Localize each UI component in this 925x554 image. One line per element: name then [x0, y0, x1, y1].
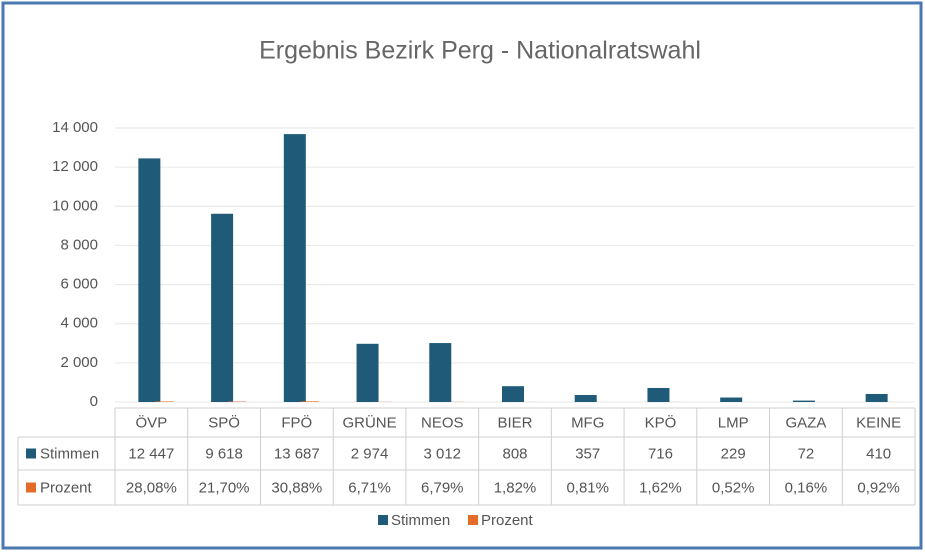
bar — [211, 213, 234, 402]
table-value: 410 — [866, 445, 891, 462]
x-tick-label: KEINE — [856, 414, 901, 431]
bar — [574, 395, 597, 402]
table-value: 716 — [648, 445, 673, 462]
table-key — [26, 448, 36, 459]
y-tick-label: 10 000 — [52, 197, 98, 214]
x-tick-label: GAZA — [785, 414, 826, 431]
table-value: 3 012 — [423, 445, 461, 462]
legend-key — [378, 515, 388, 525]
table-value: 229 — [721, 445, 746, 462]
y-tick-label: 0 — [90, 393, 98, 410]
table-value: 0,52% — [712, 479, 755, 496]
y-tick-label: 8 000 — [60, 236, 98, 253]
table-value: 1,82% — [494, 479, 537, 496]
x-tick-label: GRÜNE — [342, 413, 396, 431]
chart-title: Ergebnis Bezirk Perg - Nationalratswahl — [259, 37, 701, 65]
x-tick-label: MFG — [571, 414, 604, 431]
x-tick-label: SPÖ — [208, 413, 240, 431]
bar — [155, 401, 174, 402]
x-tick-label: LMP — [718, 414, 749, 431]
x-tick-label: ÖVP — [136, 413, 168, 431]
bar — [502, 386, 524, 402]
table-value: 0,81% — [566, 479, 609, 496]
bar — [283, 134, 306, 402]
table-row-label: Stimmen — [40, 445, 99, 462]
legend-label: Prozent — [481, 512, 534, 529]
x-tick-label: KPÖ — [645, 413, 677, 431]
table-value: 30,88% — [271, 479, 322, 496]
table-value: 2 974 — [351, 445, 389, 462]
table-value: 0,16% — [785, 479, 828, 496]
bar — [865, 393, 888, 402]
table-value: 357 — [575, 445, 600, 462]
y-tick-label: 2 000 — [60, 354, 98, 371]
bar — [647, 387, 670, 402]
table-value: 28,08% — [126, 479, 177, 496]
bar — [300, 401, 319, 402]
bar — [138, 158, 161, 402]
bar — [356, 343, 379, 402]
table-value: 808 — [502, 445, 527, 462]
x-tick-label: NEOS — [421, 414, 464, 431]
table-value: 12 447 — [128, 445, 174, 462]
table-value: 6,71% — [348, 479, 391, 496]
y-tick-label: 6 000 — [60, 276, 98, 293]
table-value: 21,70% — [199, 479, 250, 496]
table-value: 1,62% — [639, 479, 682, 496]
table-row-label: Prozent — [40, 479, 93, 496]
table-value: 6,79% — [421, 479, 464, 496]
legend-key — [468, 515, 478, 525]
table-value: 72 — [798, 445, 815, 462]
y-tick-label: 14 000 — [52, 119, 98, 136]
y-tick-label: 12 000 — [52, 158, 98, 175]
bar — [720, 397, 743, 402]
x-tick-label: BIER — [497, 414, 532, 431]
bar — [792, 400, 815, 402]
table-value: 0,92% — [857, 479, 900, 496]
x-tick-label: FPÖ — [281, 413, 312, 431]
bar — [429, 343, 452, 402]
table-value: 9 618 — [205, 445, 243, 462]
legend-label: Stimmen — [391, 512, 450, 529]
y-tick-label: 4 000 — [60, 315, 98, 332]
table-key — [26, 482, 36, 493]
table-value: 13 687 — [274, 445, 320, 462]
